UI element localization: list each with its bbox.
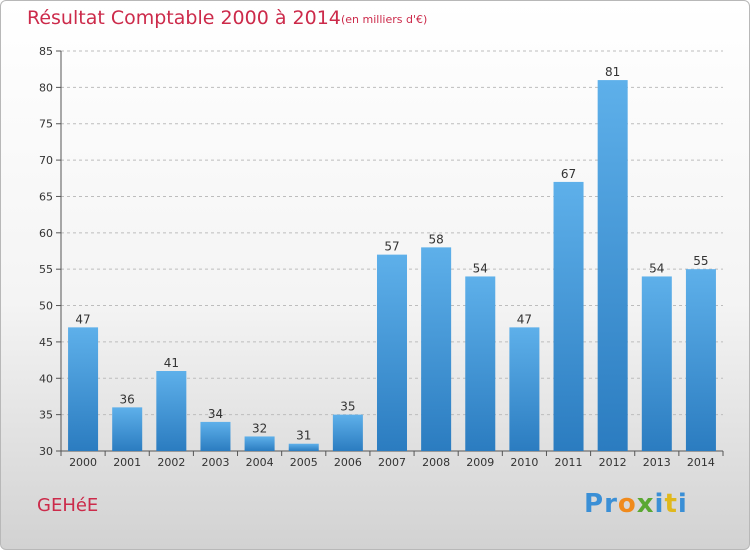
bar[interactable] — [332, 414, 363, 451]
bar[interactable] — [68, 327, 99, 451]
data-label: 81 — [605, 65, 620, 79]
data-label: 58 — [428, 232, 443, 246]
data-label: 35 — [340, 400, 355, 414]
x-tick-label: 2003 — [201, 456, 229, 469]
y-tick-label: 60 — [39, 227, 53, 240]
data-label: 41 — [164, 356, 179, 370]
x-tick-label: 2000 — [69, 456, 97, 469]
y-tick-label: 75 — [39, 118, 53, 131]
bar[interactable] — [156, 371, 187, 451]
y-tick-label: 30 — [39, 445, 53, 458]
bar[interactable] — [244, 436, 275, 451]
x-tick-label: 2006 — [334, 456, 362, 469]
commune-name: GEHéE — [37, 495, 99, 516]
data-labels: 47 36 41 34 32 31 35 57 58 54 47 67 81 54 55 — [75, 65, 708, 443]
data-label: 34 — [208, 407, 223, 421]
x-tick-label: 2001 — [113, 456, 141, 469]
data-label: 57 — [384, 240, 399, 254]
x-tick-label: 2002 — [157, 456, 185, 469]
bar[interactable] — [112, 407, 143, 451]
logo-letter: i — [677, 489, 688, 519]
x-tick-label: 2009 — [466, 456, 494, 469]
data-label: 47 — [75, 312, 90, 326]
data-label: 55 — [693, 254, 708, 268]
logo-letter: x — [636, 489, 655, 519]
x-tick-label: 2007 — [378, 456, 406, 469]
data-label: 47 — [517, 312, 532, 326]
data-label: 67 — [561, 167, 576, 181]
x-tick-label: 2011 — [555, 456, 583, 469]
logo-letter: P — [584, 489, 605, 519]
y-tick-label: 45 — [39, 336, 53, 349]
y-tick-label: 80 — [39, 81, 53, 94]
data-label: 31 — [296, 429, 311, 443]
logo-letter: r — [604, 489, 618, 519]
data-label: 54 — [649, 261, 664, 275]
x-tick-label: 2004 — [246, 456, 274, 469]
bar[interactable] — [509, 327, 540, 451]
bar[interactable] — [685, 269, 716, 451]
x-tick-label: 2005 — [290, 456, 318, 469]
bar[interactable] — [597, 80, 628, 451]
x-tick-label: 2012 — [599, 456, 627, 469]
y-tick-label: 65 — [39, 190, 53, 203]
y-tick-label: 85 — [39, 45, 53, 58]
y-tick-label: 55 — [39, 263, 53, 276]
y-tick-label: 35 — [39, 409, 53, 422]
y-tick-label: 40 — [39, 372, 53, 385]
chart-title: Résultat Comptable 2000 à 2014 — [27, 7, 341, 29]
x-tick-label: 2014 — [687, 456, 715, 469]
bar[interactable] — [200, 421, 231, 451]
bars — [68, 80, 716, 451]
data-label: 32 — [252, 421, 267, 435]
bar[interactable] — [641, 276, 672, 451]
bar[interactable] — [421, 247, 452, 451]
bar[interactable] — [465, 276, 496, 451]
y-tick-label: 70 — [39, 154, 53, 167]
data-label: 36 — [120, 392, 135, 406]
proxiti-logo[interactable]: Proxiti — [584, 489, 688, 519]
y-tick-label: 50 — [39, 300, 53, 313]
data-label: 54 — [473, 261, 488, 275]
logo-letter: i — [654, 489, 665, 519]
logo-letter: t — [664, 489, 678, 519]
chart-subtitle: (en milliers d'€) — [341, 13, 428, 26]
bar[interactable] — [288, 443, 319, 451]
x-tick-label: 2013 — [643, 456, 671, 469]
x-tick-label: 2008 — [422, 456, 450, 469]
bar[interactable] — [553, 181, 584, 451]
bar[interactable] — [376, 254, 408, 451]
logo-letter: o — [617, 489, 637, 519]
x-tick-label: 2010 — [510, 456, 538, 469]
